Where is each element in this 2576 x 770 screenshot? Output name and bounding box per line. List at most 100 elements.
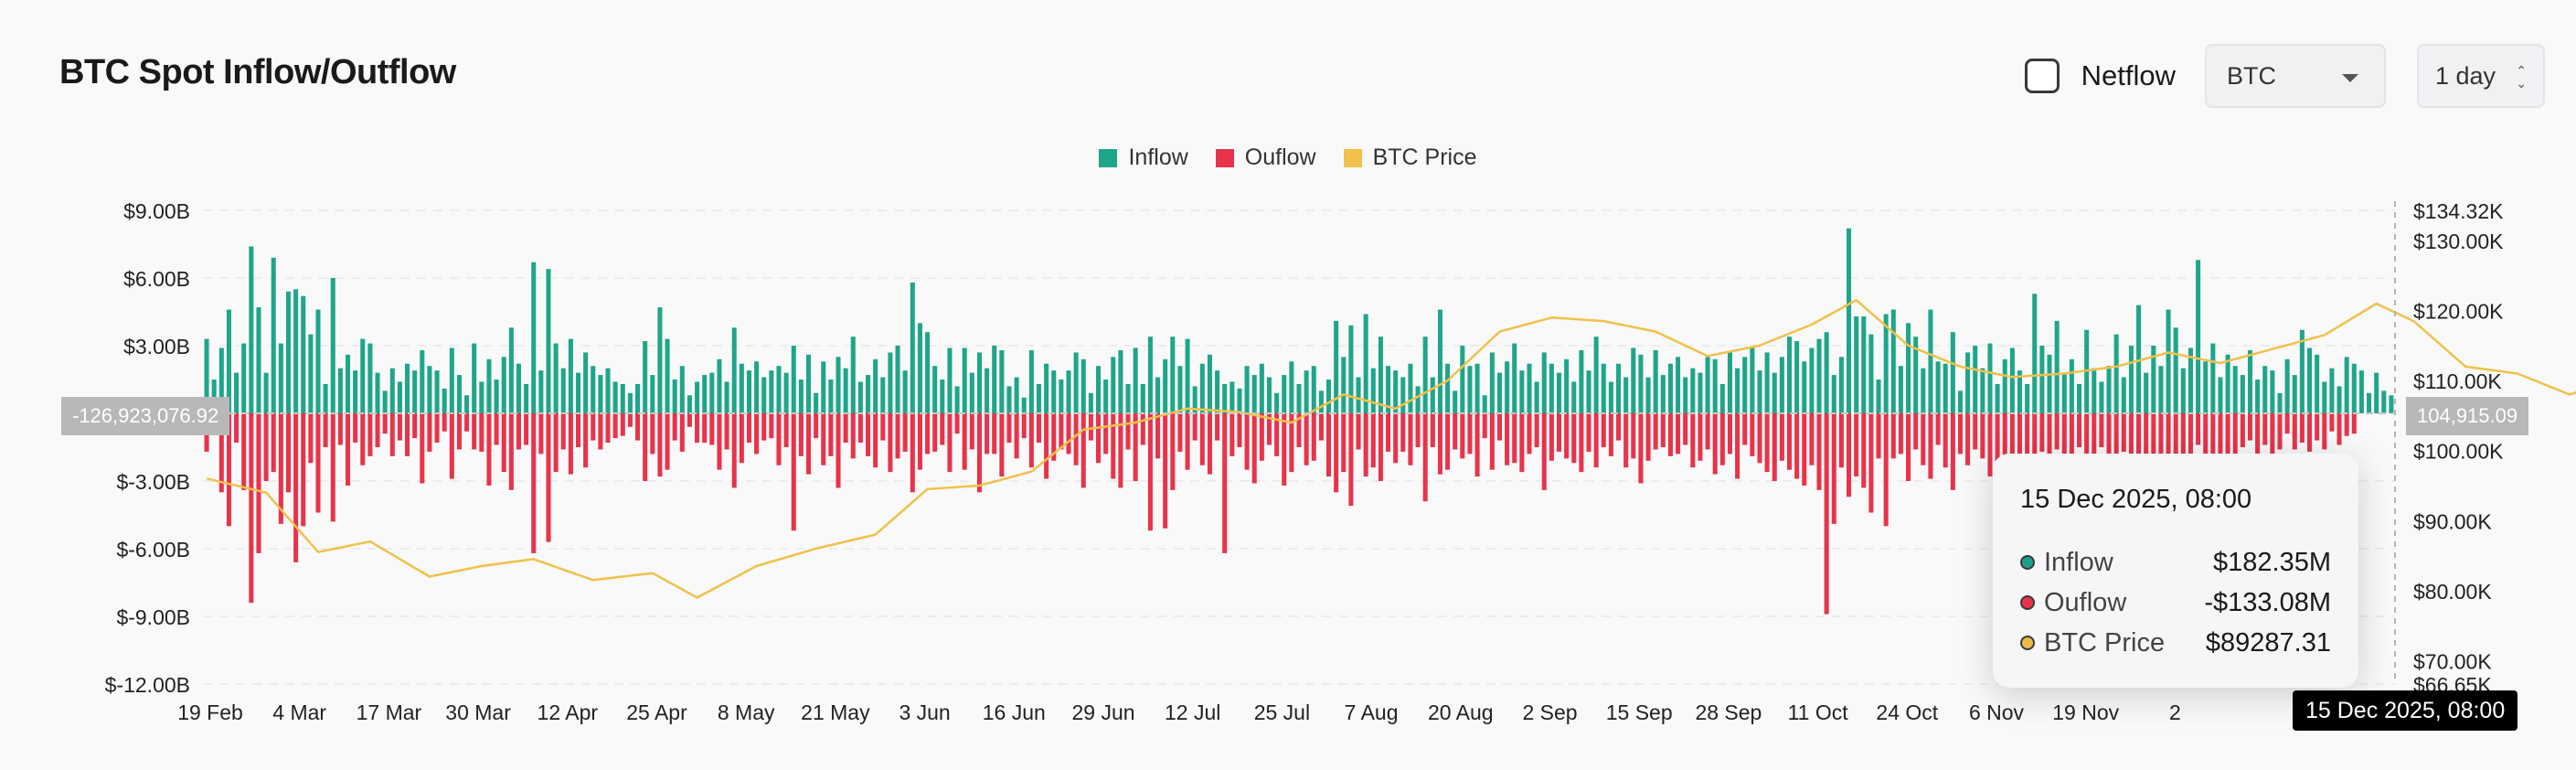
inflow-bar xyxy=(1155,377,1161,413)
inflow-bar xyxy=(1757,370,1762,413)
outflow-bar xyxy=(1764,413,1770,473)
inflow-bar xyxy=(805,354,812,413)
outflow-bar xyxy=(1334,413,1339,493)
inflow-bar xyxy=(1006,386,1012,413)
outflow-bar xyxy=(1705,413,1710,450)
inflow-bar xyxy=(650,375,655,413)
inflow-bar xyxy=(2017,370,2023,413)
outflow-bar xyxy=(1207,413,1212,475)
inflow-bar xyxy=(2374,372,2379,413)
inflow-bar xyxy=(516,363,521,413)
inflow-bar xyxy=(2367,392,2372,413)
inflow-bar xyxy=(2039,346,2045,413)
inflow-bar xyxy=(776,366,782,413)
outflow-bar xyxy=(434,413,440,444)
inflow-bar xyxy=(2277,392,2283,413)
inflow-bar xyxy=(783,372,789,413)
inflow-bar xyxy=(947,348,953,413)
inflow-bar xyxy=(761,377,767,413)
inflow-bar xyxy=(1177,366,1183,413)
outflow-bar xyxy=(2284,413,2290,434)
inflow-bar xyxy=(1898,366,1903,413)
y-left-tick-label: $-12.00B xyxy=(105,673,190,697)
outflow-bar xyxy=(761,413,767,441)
tooltip-value: $182.35M xyxy=(2213,547,2331,577)
inflow-bar xyxy=(2262,366,2268,413)
y-left-tick-label: $-3.00B xyxy=(116,470,190,494)
legend-item-inflow[interactable]: Inflow xyxy=(1099,144,1188,171)
outflow-bar xyxy=(999,413,1005,477)
outflow-bar xyxy=(501,413,506,473)
x-tick-label: 12 Apr xyxy=(538,700,599,724)
outflow-bar xyxy=(1274,413,1280,456)
outflow-bar xyxy=(2180,413,2186,456)
inflow-bar xyxy=(2144,372,2149,413)
netflow-toggle[interactable]: Netflow xyxy=(2024,59,2176,93)
outflow-bar xyxy=(643,413,648,481)
inflow-bar xyxy=(739,363,744,413)
inflow-bar xyxy=(2187,348,2193,413)
inflow-bar xyxy=(1044,363,1049,413)
inflow-bar xyxy=(1125,383,1131,413)
outflow-bar xyxy=(620,413,625,436)
outflow-bar xyxy=(1712,413,1718,475)
inflow-bar xyxy=(2002,358,2007,413)
outflow-bar xyxy=(1556,413,1562,452)
inflow-bar xyxy=(2270,370,2275,413)
inflow-bar xyxy=(635,383,641,413)
legend-item-price[interactable]: BTC Price xyxy=(1343,144,1477,171)
outflow-bar xyxy=(1794,413,1800,479)
inflow-bar xyxy=(962,348,967,413)
outflow-bar xyxy=(508,413,514,490)
outflow-bar xyxy=(2196,413,2201,445)
inflow-bar xyxy=(2025,383,2030,413)
outflow-bar xyxy=(278,413,283,524)
outflow-bar xyxy=(2128,413,2134,484)
inflow-bar xyxy=(1370,368,1376,413)
inflow-bar xyxy=(1712,358,1718,413)
outflow-bar xyxy=(1177,413,1183,452)
inflow-bar xyxy=(1683,377,1688,413)
inflow-bar xyxy=(546,269,551,413)
outflow-bar xyxy=(285,413,292,493)
inflow-bar xyxy=(1965,352,1971,413)
inflow-bar xyxy=(1564,358,1570,413)
inflow-bar xyxy=(211,380,217,413)
inflow-bar xyxy=(850,337,856,413)
outflow-bar xyxy=(1170,413,1176,490)
outflow-bar xyxy=(427,413,432,452)
inflow-bar xyxy=(1251,375,1257,413)
y-right-tick-label: $120.00K xyxy=(2413,300,2504,324)
outflow-bar xyxy=(1660,413,1666,447)
netflow-checkbox[interactable] xyxy=(2024,59,2060,93)
inflow-bar xyxy=(367,343,373,413)
outflow-bar xyxy=(1802,413,1807,486)
inflow-bar xyxy=(1140,383,1145,413)
asset-select[interactable]: BTC xyxy=(2205,44,2386,108)
inflow-bar xyxy=(1334,320,1339,413)
outflow-bar xyxy=(843,413,848,444)
inflow-bar xyxy=(1847,228,1852,413)
tooltip-row-inflow: Inflow $182.35M xyxy=(2020,542,2331,583)
outflow-bar xyxy=(568,413,573,475)
inflow-bar xyxy=(353,370,358,413)
legend-item-outflow[interactable]: Ouflow xyxy=(1215,144,1316,171)
inflow-bar xyxy=(1631,348,1636,413)
inflow-bar xyxy=(702,375,708,413)
inflow-bar xyxy=(657,307,663,413)
interval-select[interactable]: 1 day ⌃ ⌄ xyxy=(2417,44,2545,108)
outflow-bar xyxy=(2136,413,2142,464)
inflow-bar xyxy=(2158,366,2164,413)
outflow-bar xyxy=(739,413,744,464)
outflow-bar xyxy=(1044,413,1049,479)
outflow-bar xyxy=(1683,413,1688,445)
outflow-bar xyxy=(583,413,589,468)
inflow-bar xyxy=(1742,357,1748,413)
inflow-bar xyxy=(672,380,677,413)
inflow-bar xyxy=(405,363,410,413)
inflow-bar xyxy=(1645,377,1651,413)
inflow-bar xyxy=(1259,363,1264,413)
outflow-bar xyxy=(612,413,618,439)
inflow-bar xyxy=(985,368,990,413)
